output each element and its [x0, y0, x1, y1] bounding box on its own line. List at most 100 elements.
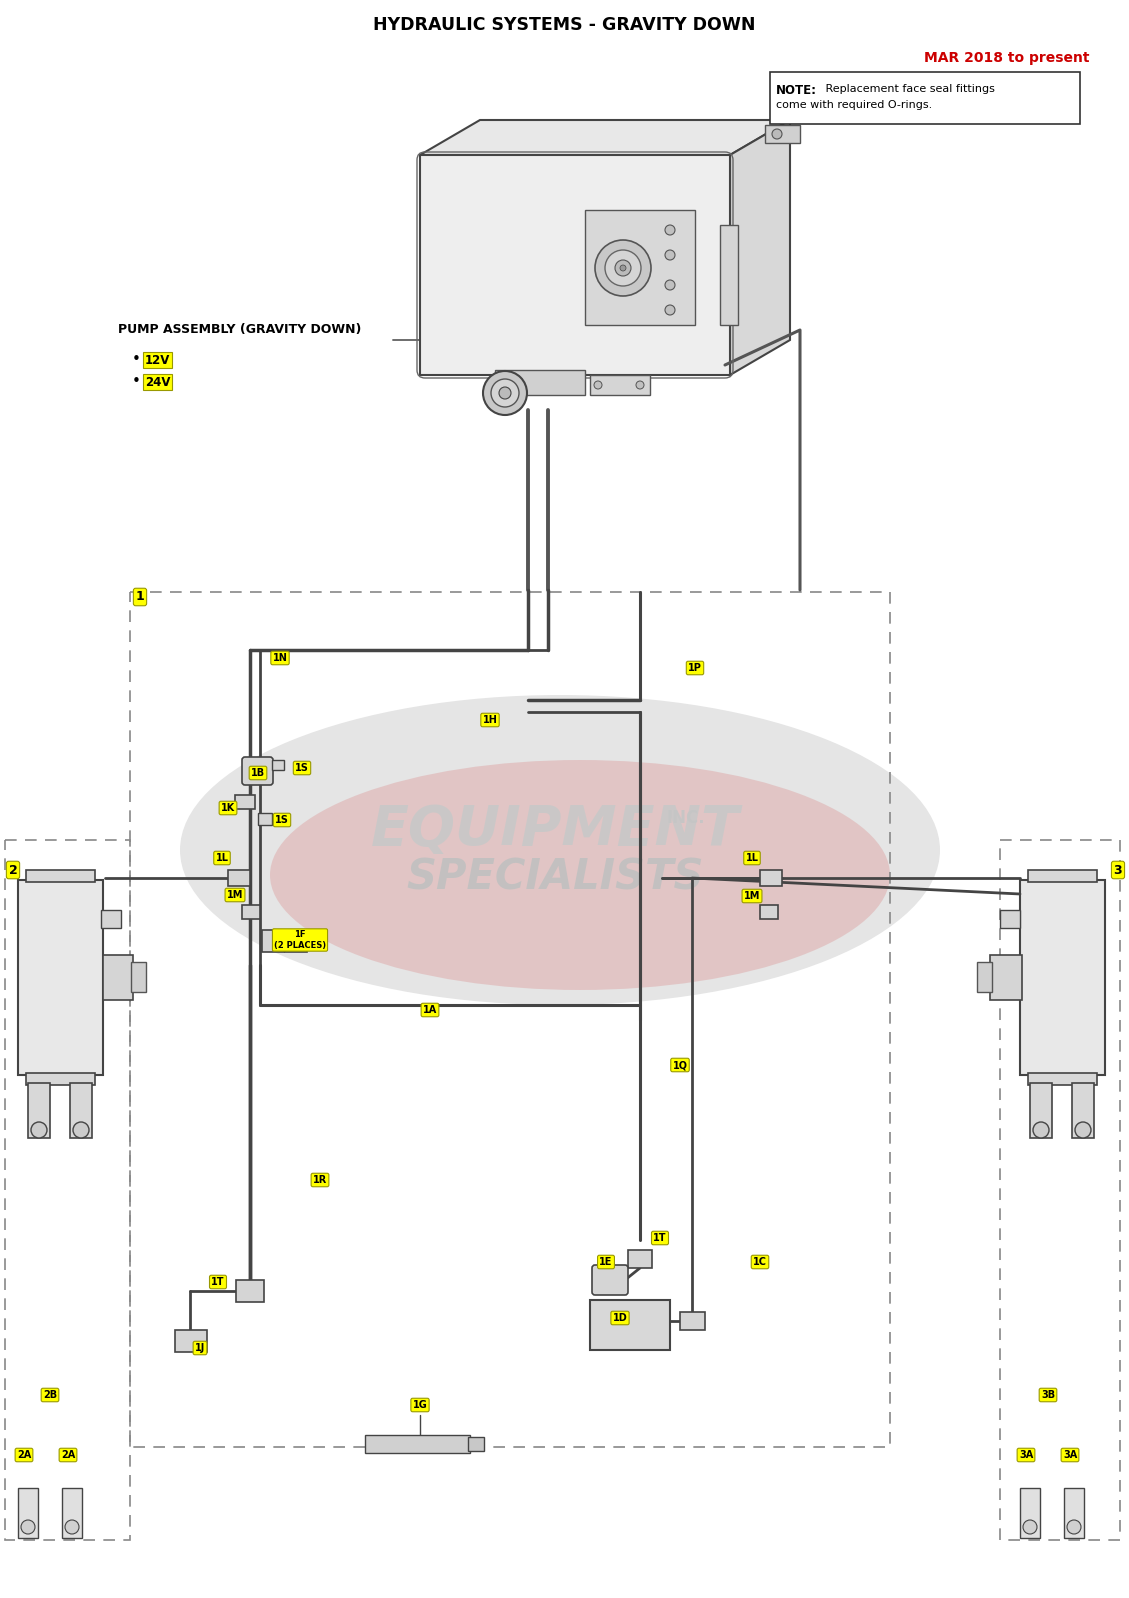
Bar [590, 376, 650, 395]
Text: 1N: 1N [272, 654, 288, 663]
Bar [1073, 1083, 1094, 1138]
Circle shape [665, 249, 675, 260]
Bar [242, 904, 260, 919]
Bar [1029, 1072, 1097, 1085]
Circle shape [665, 225, 675, 235]
Bar [235, 794, 255, 809]
Bar [760, 904, 778, 919]
Text: 2B: 2B [43, 1390, 58, 1400]
Circle shape [594, 380, 602, 388]
Circle shape [1075, 1122, 1091, 1138]
Bar [62, 1488, 82, 1537]
Text: 1R: 1R [313, 1175, 327, 1186]
Bar [628, 1250, 653, 1267]
Text: 1M: 1M [744, 892, 760, 901]
Text: SPECIALISTS: SPECIALISTS [406, 857, 703, 900]
Circle shape [605, 249, 641, 286]
Bar [765, 125, 800, 142]
Bar [1029, 869, 1097, 882]
Text: 1P: 1P [688, 663, 702, 673]
Text: 1Q: 1Q [673, 1059, 688, 1071]
Bar [272, 761, 285, 770]
Text: 3A: 3A [1018, 1449, 1033, 1461]
Text: 1K: 1K [221, 804, 235, 813]
Circle shape [21, 1520, 35, 1534]
Bar [1019, 1488, 1040, 1537]
Ellipse shape [180, 695, 940, 1005]
Text: 3: 3 [1113, 863, 1122, 876]
Polygon shape [420, 155, 730, 376]
Circle shape [1067, 1520, 1080, 1534]
Bar [770, 72, 1080, 125]
Circle shape [491, 379, 519, 407]
Text: 3B: 3B [1041, 1390, 1056, 1400]
Circle shape [73, 1122, 89, 1138]
Text: PUMP ASSEMBLY (GRAVITY DOWN): PUMP ASSEMBLY (GRAVITY DOWN) [119, 323, 361, 337]
Bar [175, 1330, 207, 1352]
Circle shape [665, 305, 675, 315]
Bar [18, 880, 103, 1075]
Text: 1A: 1A [423, 1005, 437, 1015]
Text: HYDRAULIC SYSTEMS - GRAVITY DOWN: HYDRAULIC SYSTEMS - GRAVITY DOWN [373, 16, 755, 34]
Bar [259, 813, 272, 825]
Bar [70, 1083, 91, 1138]
Text: 12V: 12V [145, 353, 170, 366]
Polygon shape [420, 120, 790, 155]
Bar [103, 956, 133, 1000]
Bar [469, 1437, 484, 1451]
FancyBboxPatch shape [242, 757, 273, 785]
Bar [585, 209, 695, 324]
Text: 1C: 1C [753, 1258, 767, 1267]
Bar [26, 869, 95, 882]
Bar [495, 371, 585, 395]
Text: 2A: 2A [61, 1449, 76, 1461]
Text: 24V: 24V [145, 376, 170, 388]
Circle shape [620, 265, 625, 272]
Text: 1M: 1M [227, 890, 243, 900]
Polygon shape [730, 120, 790, 376]
Text: 1E: 1E [599, 1258, 613, 1267]
Bar [990, 956, 1022, 1000]
Circle shape [30, 1122, 47, 1138]
Bar [1064, 1488, 1084, 1537]
Text: MAR 2018 to present: MAR 2018 to present [925, 51, 1089, 66]
Bar [1000, 909, 1019, 928]
Circle shape [665, 280, 675, 289]
Text: •: • [132, 374, 141, 390]
Text: 1S: 1S [275, 815, 289, 825]
Circle shape [1033, 1122, 1049, 1138]
Text: 1T: 1T [211, 1277, 225, 1286]
Bar [680, 1312, 704, 1330]
Bar [130, 591, 890, 1448]
Text: 1T: 1T [654, 1234, 667, 1243]
Text: NOTE:: NOTE: [776, 85, 817, 97]
Text: come with required O-rings.: come with required O-rings. [776, 101, 933, 110]
Bar [131, 962, 146, 992]
Circle shape [499, 387, 511, 400]
Text: 1H: 1H [482, 714, 498, 725]
Circle shape [636, 380, 644, 388]
Text: 1D: 1D [613, 1314, 628, 1323]
Text: 1: 1 [135, 591, 145, 604]
Bar [365, 1435, 470, 1453]
Bar [1000, 841, 1120, 1540]
Bar [28, 1083, 50, 1138]
Text: 2: 2 [9, 863, 17, 876]
Bar [100, 909, 121, 928]
Text: 1G: 1G [412, 1400, 428, 1409]
Bar [5, 841, 130, 1540]
Text: 1B: 1B [251, 769, 265, 778]
Text: Replacement face seal fittings: Replacement face seal fittings [822, 85, 995, 94]
Bar [26, 1072, 95, 1085]
Bar [977, 962, 992, 992]
Circle shape [772, 129, 782, 139]
Bar [262, 930, 285, 952]
Bar [228, 869, 250, 885]
Circle shape [65, 1520, 79, 1534]
Text: 1J: 1J [195, 1342, 205, 1354]
Circle shape [615, 260, 631, 276]
Text: 1S: 1S [295, 762, 309, 773]
Text: 1F
(2 PLACES): 1F (2 PLACES) [274, 930, 326, 949]
Text: •: • [132, 353, 141, 368]
Bar [760, 869, 782, 885]
